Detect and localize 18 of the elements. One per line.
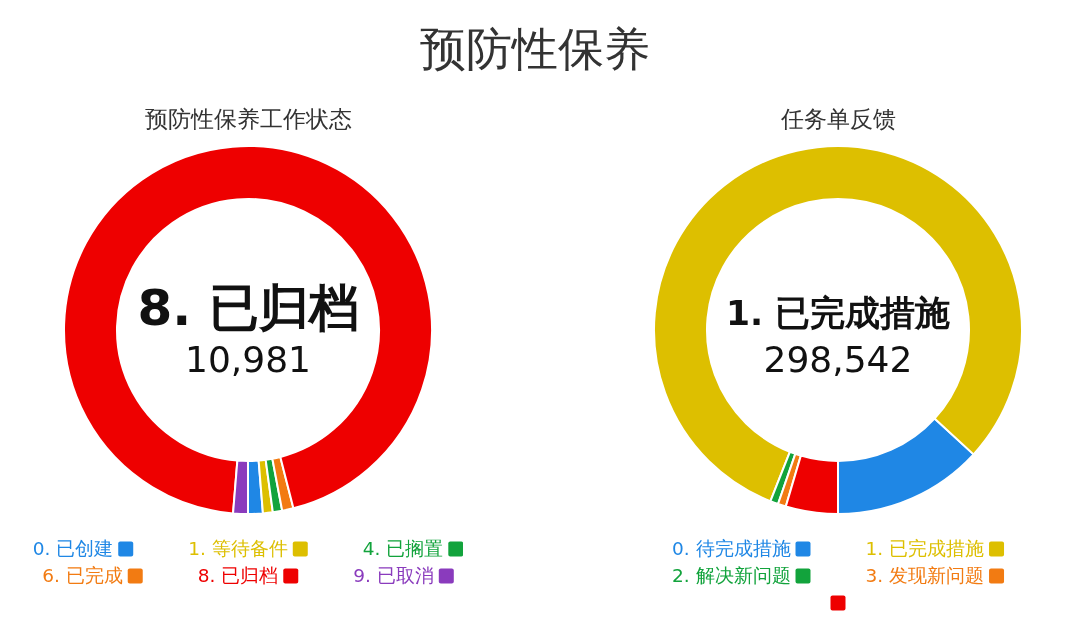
chart-subtitle: 预防性保养工作状态 xyxy=(144,106,352,132)
data-label: 298,542 xyxy=(763,339,913,380)
legend-label: 3. 发现新问题 xyxy=(865,565,985,586)
legend-label: 0. 已创建 xyxy=(32,538,114,559)
legend-label: 9. 已取消 xyxy=(353,565,434,586)
data-label: 10,981 xyxy=(185,339,311,380)
slice-label: 1. 已完成措施 xyxy=(725,293,951,333)
chart-title: 预防性保养 xyxy=(419,22,651,76)
legend-label: 8. 已归档 xyxy=(197,565,279,586)
legend-label: 0. 待完成措施 xyxy=(671,538,791,559)
legend-label: 6. 已完成 xyxy=(42,565,123,586)
donut-slice xyxy=(63,145,433,515)
legend-label: 4. 已搁置 xyxy=(362,538,444,559)
legend-label: 1. 已完成措施 xyxy=(865,538,985,559)
legend-label: 1. 等待备件 xyxy=(188,538,288,559)
slice-label: 8. 已归档 xyxy=(137,279,359,337)
legend-label: 2. 解决新问题 xyxy=(671,565,791,586)
chart-subtitle: 任务单反馈 xyxy=(779,106,896,132)
